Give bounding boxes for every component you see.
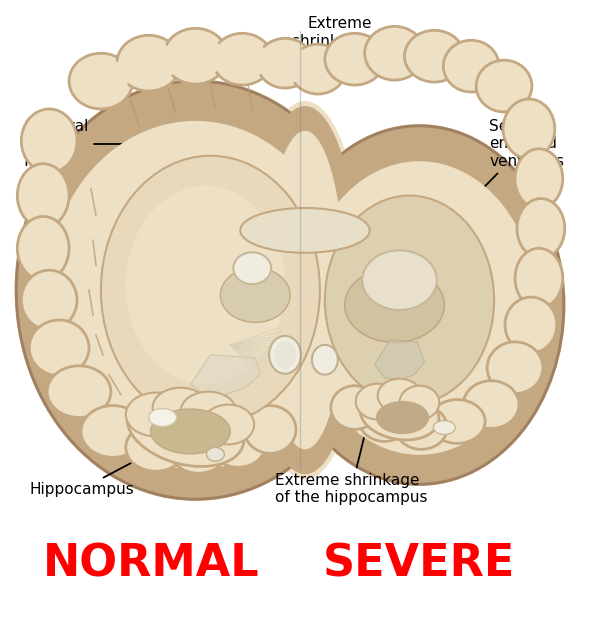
Ellipse shape xyxy=(265,131,344,450)
Ellipse shape xyxy=(17,164,69,227)
Ellipse shape xyxy=(463,381,519,428)
Ellipse shape xyxy=(16,81,375,499)
Ellipse shape xyxy=(429,399,485,443)
Ellipse shape xyxy=(221,268,290,322)
Ellipse shape xyxy=(127,392,244,467)
Ellipse shape xyxy=(505,297,557,353)
Ellipse shape xyxy=(148,409,176,426)
Ellipse shape xyxy=(325,195,494,404)
Ellipse shape xyxy=(47,365,111,418)
Ellipse shape xyxy=(517,198,565,258)
Ellipse shape xyxy=(169,32,222,80)
Ellipse shape xyxy=(117,35,181,91)
Ellipse shape xyxy=(122,40,176,87)
Ellipse shape xyxy=(29,320,89,376)
Ellipse shape xyxy=(405,30,464,82)
Ellipse shape xyxy=(233,252,271,284)
Ellipse shape xyxy=(378,379,421,413)
Ellipse shape xyxy=(443,40,499,92)
Ellipse shape xyxy=(365,26,424,80)
Text: Cerebral
cortex
folds: Cerebral cortex folds xyxy=(23,119,131,169)
Text: Extreme
shrinkage of
the cerebrcl
cortex: Extreme shrinkage of the cerebrcl cortex xyxy=(293,16,397,84)
Text: Extreme shrinkage
of the hippocampus: Extreme shrinkage of the hippocampus xyxy=(275,417,427,506)
Ellipse shape xyxy=(515,248,563,308)
Ellipse shape xyxy=(21,109,77,173)
Ellipse shape xyxy=(399,386,439,420)
Ellipse shape xyxy=(245,101,365,479)
Ellipse shape xyxy=(303,161,536,455)
Ellipse shape xyxy=(331,386,378,430)
Ellipse shape xyxy=(377,401,429,433)
Text: NORMAL: NORMAL xyxy=(42,543,259,585)
Text: Hippocampus: Hippocampus xyxy=(29,441,173,497)
Ellipse shape xyxy=(17,217,69,280)
Ellipse shape xyxy=(210,420,266,467)
Ellipse shape xyxy=(356,384,399,420)
Ellipse shape xyxy=(344,268,444,342)
Ellipse shape xyxy=(74,57,128,105)
Ellipse shape xyxy=(164,28,227,84)
Ellipse shape xyxy=(212,33,272,85)
Ellipse shape xyxy=(81,406,145,457)
Ellipse shape xyxy=(312,345,338,375)
Ellipse shape xyxy=(359,398,411,441)
Ellipse shape xyxy=(274,341,296,369)
Ellipse shape xyxy=(181,392,236,431)
Polygon shape xyxy=(191,355,260,394)
Ellipse shape xyxy=(218,37,267,81)
Ellipse shape xyxy=(101,156,320,425)
Ellipse shape xyxy=(151,409,230,454)
Ellipse shape xyxy=(325,33,384,85)
Polygon shape xyxy=(375,340,424,380)
Ellipse shape xyxy=(257,38,313,88)
Ellipse shape xyxy=(244,406,296,453)
Ellipse shape xyxy=(69,53,133,109)
Ellipse shape xyxy=(126,186,285,385)
Ellipse shape xyxy=(153,387,209,428)
Ellipse shape xyxy=(275,126,564,484)
Ellipse shape xyxy=(170,430,226,474)
Ellipse shape xyxy=(503,99,555,159)
Ellipse shape xyxy=(290,44,346,94)
Ellipse shape xyxy=(21,270,77,330)
Text: SEVERE: SEVERE xyxy=(323,543,516,585)
Ellipse shape xyxy=(262,42,308,84)
Ellipse shape xyxy=(433,421,455,435)
Ellipse shape xyxy=(240,208,370,253)
Text: Severely
enlarged
ventricles: Severely enlarged ventricles xyxy=(463,119,564,208)
Ellipse shape xyxy=(46,121,344,469)
Ellipse shape xyxy=(16,81,375,499)
Ellipse shape xyxy=(515,149,563,208)
Ellipse shape xyxy=(206,447,224,462)
Ellipse shape xyxy=(203,404,254,445)
Ellipse shape xyxy=(250,106,360,474)
Ellipse shape xyxy=(126,392,185,436)
Ellipse shape xyxy=(487,342,543,394)
Ellipse shape xyxy=(360,389,439,440)
Ellipse shape xyxy=(126,423,185,471)
Ellipse shape xyxy=(275,126,564,484)
Ellipse shape xyxy=(396,406,448,450)
Ellipse shape xyxy=(362,251,437,310)
Ellipse shape xyxy=(476,60,532,112)
Ellipse shape xyxy=(269,336,301,374)
